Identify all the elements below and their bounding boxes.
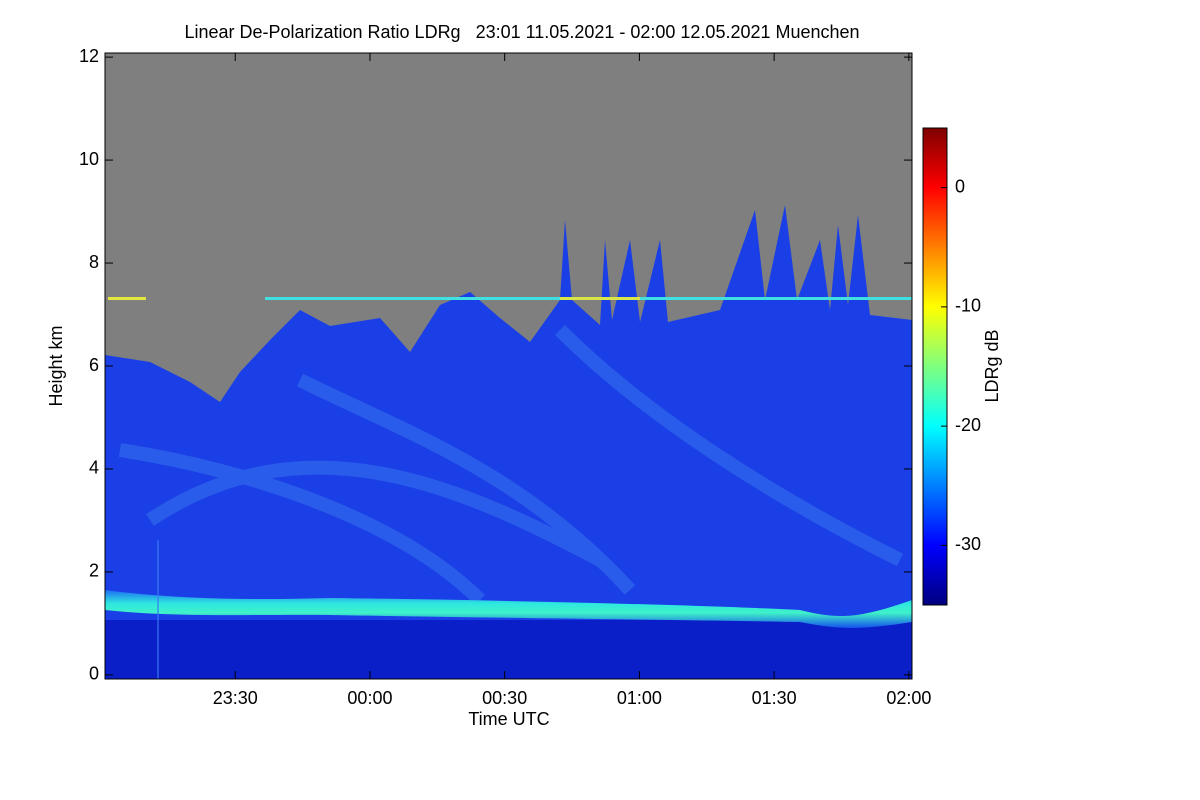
y-tick-label: 12 xyxy=(79,46,99,66)
x-tick-label: 01:30 xyxy=(752,688,797,708)
colorbar-tick-label: 0 xyxy=(955,176,965,196)
colorbar-tick-label: -30 xyxy=(955,534,981,554)
y-tick-label: 6 xyxy=(89,355,99,375)
y-tick-label: 0 xyxy=(89,664,99,684)
y-tick-label: 8 xyxy=(89,252,99,272)
x-tick-label: 00:30 xyxy=(482,688,527,708)
y-axis-label: Height km xyxy=(46,325,66,406)
colorbar-tick-label: -10 xyxy=(955,296,981,316)
x-axis-label: Time UTC xyxy=(468,709,549,729)
y-tick-label: 4 xyxy=(89,458,99,478)
x-tick-label: 02:00 xyxy=(886,688,931,708)
ldr-field xyxy=(105,53,912,679)
x-tick-label: 00:00 xyxy=(347,688,392,708)
x-tick-label: 01:00 xyxy=(617,688,662,708)
colorbar-tick-label: -20 xyxy=(955,415,981,435)
x-tick-label: 23:30 xyxy=(213,688,258,708)
chart-title: Linear De-Polarization Ratio LDRg 23:01 … xyxy=(184,22,859,42)
y-tick-label: 2 xyxy=(89,561,99,581)
colorbar xyxy=(922,127,948,606)
y-tick-label: 10 xyxy=(79,149,99,169)
colorbar-label: LDRg dB xyxy=(982,329,1002,402)
